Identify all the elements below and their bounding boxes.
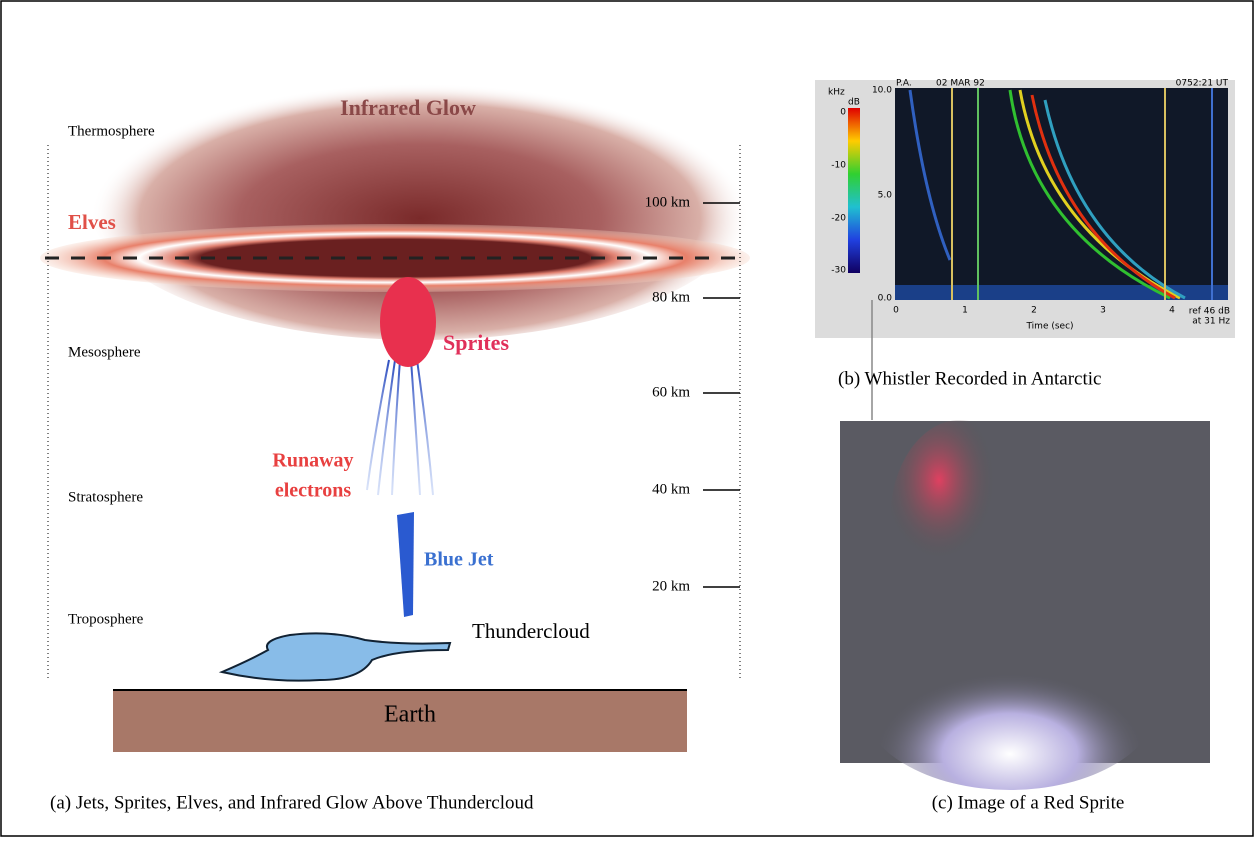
sprite: [380, 277, 436, 367]
ref-note: at 31 Hz: [1192, 317, 1230, 327]
colorbar-tick: -30: [831, 266, 846, 276]
caption: (a) Jets, Sprites, Elves, and Infrared G…: [50, 792, 534, 813]
runaway-label: electrons: [275, 480, 351, 502]
red-sprite: [890, 420, 1030, 620]
ref-note: ref 46 dB: [1189, 307, 1230, 317]
colorbar-unit: dB: [848, 98, 860, 108]
panel-c: (c) Image of a Red Sprite: [840, 420, 1210, 813]
x-tick-label: 4: [1169, 306, 1175, 316]
x-tick-label: 3: [1100, 306, 1106, 316]
altitude-label: 40 km: [652, 481, 690, 497]
sprites-label: Sprites: [443, 330, 509, 355]
y-tick-label: 10.0: [872, 86, 892, 96]
x-axis-label: Time (sec): [1025, 322, 1073, 332]
figure: Infrared Glow Elves Sprites Runaway elec…: [0, 0, 1254, 837]
caption: (c) Image of a Red Sprite: [932, 792, 1125, 813]
caption: (b) Whistler Recorded in Antarctic: [838, 368, 1101, 389]
layer-label: Troposphere: [68, 611, 144, 627]
layer-label: Stratosphere: [68, 489, 143, 505]
earth-label: Earth: [384, 702, 436, 728]
lightning-glow: [860, 610, 1160, 790]
colorbar-tick: 0: [840, 108, 846, 118]
unit: kHz: [828, 88, 845, 98]
layer-label: Mesosphere: [68, 344, 141, 360]
jet-label: Blue Jet: [424, 549, 494, 571]
layer-label: Thermosphere: [68, 123, 155, 139]
header: P.A.: [896, 79, 912, 89]
header: 02 MAR 92: [936, 79, 985, 89]
x-tick-label: 1: [962, 306, 968, 316]
altitude-label: 100 km: [645, 194, 691, 210]
colorbar-tick: -20: [831, 214, 846, 224]
altitude-label: 20 km: [652, 578, 690, 594]
altitude-label: 60 km: [652, 384, 690, 400]
glow-label: Infrared Glow: [340, 95, 476, 120]
elves-label: Elves: [68, 210, 116, 234]
colorbar: [848, 108, 860, 273]
x-tick-label: 2: [1031, 306, 1037, 316]
colorbar-tick: -10: [831, 161, 846, 171]
runaway-label: Runaway: [272, 450, 353, 472]
y-tick-label: 0.0: [878, 294, 893, 304]
x-tick-label: 0: [893, 306, 899, 316]
header: 0752:21 UT: [1176, 79, 1229, 89]
y-tick-label: 5.0: [878, 191, 893, 201]
altitude-label: 80 km: [652, 289, 690, 305]
cloud-label: Thundercloud: [472, 619, 590, 643]
